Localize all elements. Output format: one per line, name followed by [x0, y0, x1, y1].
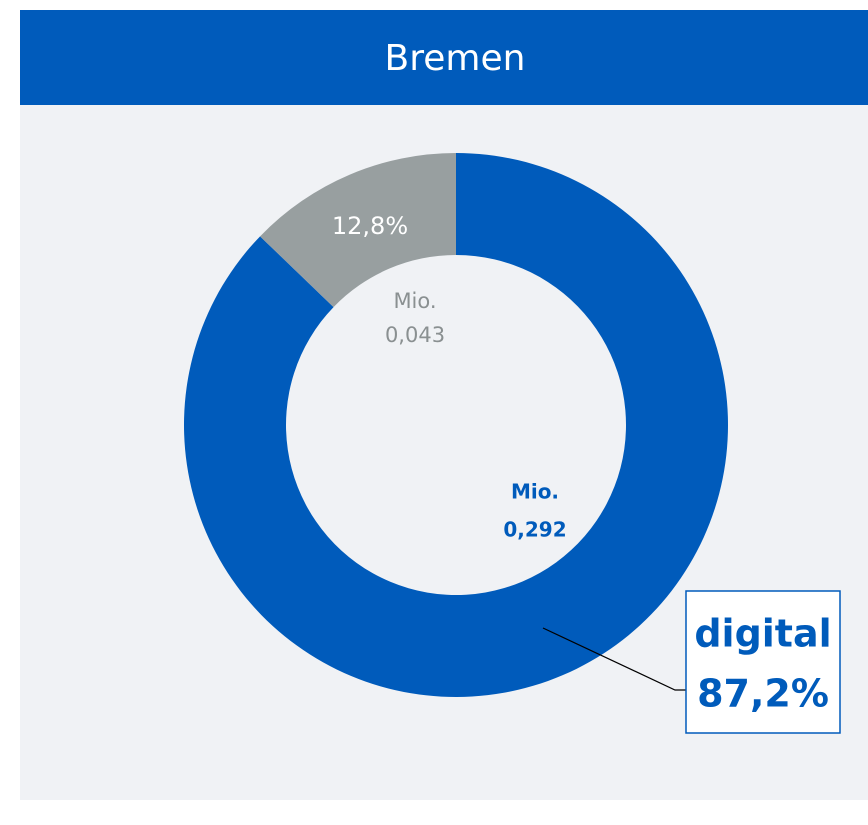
amount-unit: Mio.: [511, 480, 559, 504]
value-label: 12,8%: [332, 212, 408, 240]
donut: [184, 153, 729, 697]
amount-label: 0,043: [385, 323, 445, 347]
category-label: digital: [694, 612, 831, 656]
callout-box: [685, 590, 841, 734]
leader-line: [542, 627, 686, 691]
amount-unit: Mio.: [393, 289, 436, 313]
amount-label: 0,292: [503, 518, 566, 542]
slice: [184, 153, 729, 697]
value-label: 87,2%: [697, 672, 829, 716]
slice: [260, 153, 456, 308]
chart-title: Bremen: [385, 38, 526, 79]
header: [20, 10, 868, 105]
